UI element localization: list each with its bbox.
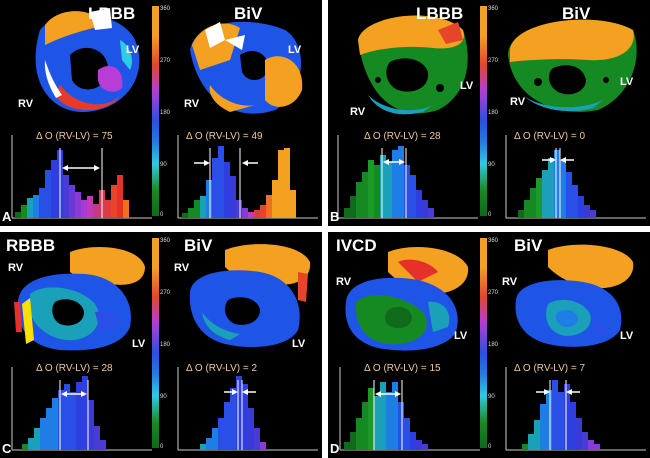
panel-b-tick-180: 180 (488, 110, 499, 116)
panel-a-biv: BiV RV LV Δ O (RV-LV) = 49 (170, 0, 322, 226)
panel-b-right-delta: Δ O (RV-LV) = 0 (514, 131, 586, 142)
panel-b-right-title: BiV (562, 4, 591, 23)
panel-c-right-title: BiV (184, 236, 213, 255)
panel-d-ivcd-histogram (344, 382, 428, 450)
panel-c-rbbb: RBBB RV LV Δ O (RV-LV) = 28 (0, 232, 160, 458)
panel-b-left-delta: Δ O (RV-LV) = 28 (364, 131, 441, 142)
panel-d-right-rv-label: RV (502, 276, 518, 288)
panel-c-biv-histogram (200, 376, 266, 450)
panel-b-biv: BiV RV LV Δ O (RV-LV) = 0 (498, 0, 650, 226)
panel-d-biv-histogram (522, 380, 600, 450)
panel-c-left-delta: Δ O (RV-LV) = 28 (36, 363, 113, 374)
panel-c-tick-270: 270 (160, 290, 171, 296)
panel-b-right-rv-label: RV (510, 96, 526, 108)
panel-a-letter: A (2, 209, 12, 224)
panel-d-tick-180: 180 (488, 342, 499, 348)
panel-b-letter: B (330, 209, 340, 224)
panel-d-left-delta: Δ O (RV-LV) = 15 (364, 363, 441, 374)
panel-b-tick-0: 0 (488, 212, 492, 218)
panel-a-lbbb-histogram (15, 150, 129, 218)
panel-d-ivcd: IVCD RV LV Δ O (RV-LV) = 15 (328, 232, 488, 458)
panel-a-tick-270: 270 (160, 58, 171, 64)
panel-b-lbbb-image (337, 15, 478, 219)
panel-c-rbbb-image (11, 247, 152, 451)
panel-a-biv-histogram (182, 146, 296, 218)
panel-a-right-rv-label: RV (184, 98, 200, 110)
panel-a-lbbb: LBBB RV LV Δ O (RV-LV) = 75 (0, 0, 160, 226)
panel-d-left-title: IVCD (336, 236, 377, 255)
panel-c: RBBB RV LV Δ O (RV-LV) = 28 360 270 180 … (0, 232, 322, 458)
panel-d-right-lv-label: LV (620, 330, 634, 342)
panel-b-biv-histogram (518, 150, 596, 218)
panel-b-right-lv-label: LV (620, 76, 634, 88)
panel-c-biv: BiV RV LV Δ O (RV-LV) = 2 (170, 232, 322, 458)
panel-b-left-title: LBBB (416, 4, 464, 23)
panel-b-left-rv-label: RV (350, 106, 366, 118)
panel-c-left-title: RBBB (6, 236, 56, 255)
panel-d-tick-0: 0 (488, 444, 492, 450)
panel-c-right-rv-label: RV (174, 262, 190, 274)
panel-c-rbbb-histogram (22, 376, 106, 450)
panel-d-tick-90: 90 (488, 394, 495, 400)
panel-d-left-rv-label: RV (336, 276, 352, 288)
panel-d-tick-360: 360 (488, 238, 499, 244)
panel-a-lbbb-image (11, 8, 152, 219)
panel-b-lbbb: LBBB RV LV Δ O (RV-LV) = 28 (328, 0, 488, 226)
panel-b-biv-image (505, 19, 646, 219)
panel-c-right-delta: Δ O (RV-LV) = 2 (186, 363, 258, 374)
panel-a-left-title: LBBB (88, 4, 136, 23)
panel-a-biv-image (177, 21, 318, 219)
panel-a-right-title: BiV (234, 4, 263, 23)
panel-d-biv-image (505, 244, 646, 451)
panel-b-tick-360: 360 (488, 6, 499, 12)
panel-b-tick-270: 270 (488, 58, 499, 64)
panel-d-left-lv-label: LV (454, 330, 468, 342)
panel-c-right-lv-label: LV (292, 338, 306, 350)
panel-c-tick-360: 360 (160, 238, 171, 244)
panel-c-left-lv-label: LV (132, 338, 146, 350)
panel-d-biv: BiV RV LV Δ O (RV-LV) = 7 (498, 232, 650, 458)
panel-a-right-lv-label: LV (288, 44, 302, 56)
panel-d-right-title: BiV (514, 236, 543, 255)
panel-d-tick-270: 270 (488, 290, 499, 296)
panel-a-tick-90: 90 (160, 162, 167, 168)
panel-c-tick-180: 180 (160, 342, 171, 348)
panel-c-letter: C (2, 441, 12, 456)
panel-d: IVCD RV LV Δ O (RV-LV) = 15 360 270 180 … (328, 232, 650, 458)
panel-a-right-delta: Δ O (RV-LV) = 49 (186, 131, 263, 142)
panel-a-tick-360: 360 (160, 6, 171, 12)
panel-d-ivcd-image (339, 247, 480, 451)
panel-d-letter: D (330, 441, 340, 456)
panel-b-tick-90: 90 (488, 162, 495, 168)
panel-c-biv-image (177, 244, 318, 451)
panel-a-tick-180: 180 (160, 110, 171, 116)
panel-b: LBBB RV LV Δ O (RV-LV) = 28 360 270 180 … (328, 0, 650, 226)
panel-b-lbbb-histogram (344, 146, 434, 218)
panel-c-left-rv-label: RV (8, 262, 24, 274)
panel-a-left-delta: Δ O (RV-LV) = 75 (36, 131, 113, 142)
panel-a-left-rv-label: RV (18, 98, 34, 110)
panel-a-tick-0: 0 (160, 212, 164, 218)
panel-a: LBBB RV LV Δ O (RV-LV) = 75 360 270 180 … (0, 0, 322, 226)
panel-c-tick-90: 90 (160, 394, 167, 400)
panel-a-left-lv-label: LV (126, 44, 140, 56)
panel-c-tick-0: 0 (160, 444, 164, 450)
panel-d-right-delta: Δ O (RV-LV) = 7 (514, 363, 586, 374)
panel-b-left-lv-label: LV (460, 80, 474, 92)
